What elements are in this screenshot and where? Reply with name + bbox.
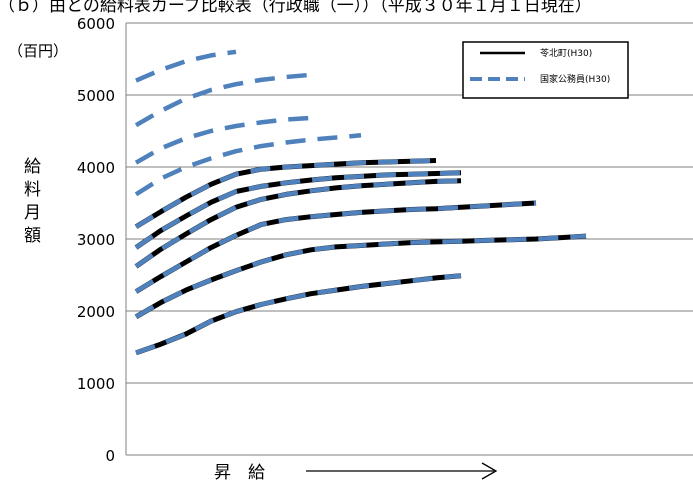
y-tick-label: 2000 — [77, 303, 115, 321]
y-tick-label: 4000 — [77, 159, 115, 177]
y-axis-label-char: 月 — [24, 203, 41, 223]
legend: 苓北町(H30) 国家公務員(H30) — [462, 41, 629, 99]
y-tick-label: 3000 — [77, 231, 115, 249]
national-series-line — [134, 133, 362, 197]
legend-label-national: 国家公務員(H30) — [540, 73, 610, 85]
y-axis-label-char: 給 — [24, 157, 41, 177]
national-series-line — [134, 178, 462, 269]
national-series-line — [135, 49, 237, 83]
y-axis-label-char: 額 — [24, 226, 41, 246]
national-series-line — [135, 273, 462, 355]
y-axis-label-char: 料 — [24, 180, 41, 200]
y-unit-label: （百円） — [8, 42, 68, 60]
y-axis-label: 給 料 月 額 — [24, 157, 41, 246]
y-tick-label: 6000 — [77, 15, 115, 33]
national-series-line — [134, 115, 312, 165]
x-axis-label: 昇 給 — [214, 463, 265, 483]
chart-title: （ｂ）由との給料表カーブ比較表（行政職（一））（平成３０年１月１日現在） — [0, 0, 592, 16]
gridlines — [126, 22, 693, 384]
national-series-line — [134, 158, 437, 229]
y-tick-label: 1000 — [77, 375, 115, 393]
national-series-line — [134, 72, 312, 128]
series-layer — [134, 49, 587, 356]
y-tick-label: 0 — [105, 447, 115, 465]
legend-label-town: 苓北町(H30) — [540, 47, 592, 59]
town-series-line — [134, 233, 587, 319]
y-tick-label: 5000 — [77, 87, 115, 105]
x-axis-arrow-icon — [306, 462, 498, 480]
national-series-line — [134, 170, 462, 250]
y-tick-labels: 0 1000 2000 3000 4000 5000 6000 — [77, 15, 115, 465]
national-series-line — [134, 200, 537, 294]
national-series-line — [134, 233, 587, 319]
legend-box — [462, 41, 629, 99]
town-series-line — [135, 273, 462, 356]
